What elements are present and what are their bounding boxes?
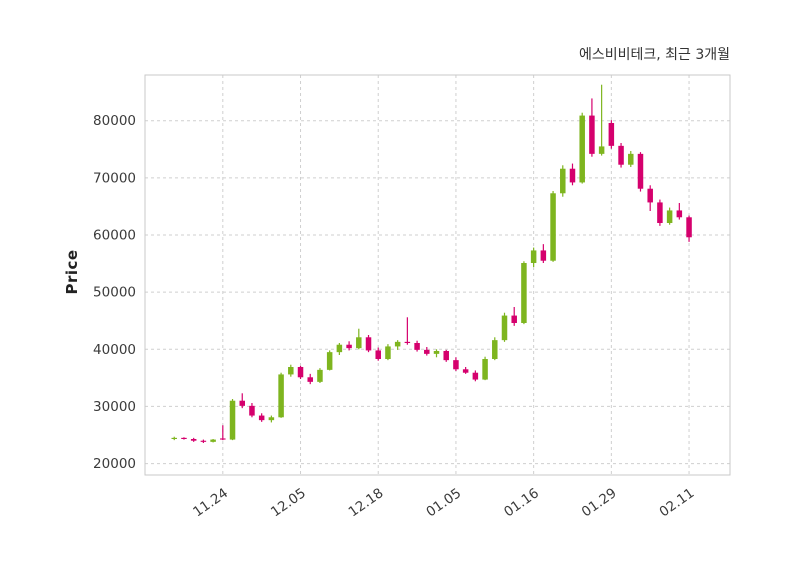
x-tick-label: 01.16: [501, 485, 542, 520]
candle-body-down: [404, 341, 411, 343]
y-tick-label: 40000: [93, 342, 136, 358]
candle-body-down: [200, 440, 207, 442]
candle-body-up: [385, 346, 391, 359]
x-tick-label: 11.24: [190, 485, 231, 520]
candle-body-down: [424, 349, 430, 354]
candle-body-down: [375, 350, 381, 359]
candle-body-down: [258, 415, 265, 421]
candle-body-up: [530, 250, 537, 263]
candle-body-up: [666, 210, 673, 223]
candle-body-up: [521, 263, 527, 323]
x-tick-label: 12.18: [346, 485, 387, 520]
candle-body-down: [637, 153, 644, 189]
candle-body-down: [589, 115, 595, 154]
candle-body-down: [414, 343, 420, 350]
chart-title: 에스비비테크, 최근 3개월: [578, 47, 730, 63]
candle-body-up: [278, 374, 284, 418]
y-axis-title: Price: [63, 249, 81, 295]
candle-body-down: [657, 202, 663, 223]
candle-body-up: [210, 439, 216, 442]
candle-body-up: [492, 340, 498, 359]
candle-body-up: [433, 351, 440, 354]
x-tick-label: 12.05: [268, 485, 309, 520]
candle-body-down: [540, 250, 547, 261]
candle-body-up: [336, 344, 343, 353]
candle-body-up: [288, 367, 294, 375]
candle-body-down: [297, 367, 304, 378]
candle-body-up: [579, 115, 585, 183]
candle-body-down: [462, 369, 469, 373]
y-tick-label: 20000: [93, 456, 136, 472]
candle-body-down: [443, 351, 449, 361]
candle-body-up: [326, 352, 333, 370]
candle-body-up: [394, 341, 401, 347]
candle-body-down: [453, 360, 459, 370]
candle-body-down: [608, 123, 615, 146]
candle-body-up: [550, 193, 556, 261]
y-tick-label: 80000: [93, 113, 136, 129]
x-tick-label: 02.11: [657, 485, 698, 520]
x-tick-label: 01.29: [579, 485, 620, 520]
candle-body-down: [686, 217, 692, 238]
y-tick-label: 50000: [93, 285, 136, 301]
candle-body-up: [628, 153, 634, 165]
candle-body-down: [647, 188, 653, 203]
candle-body-up: [268, 417, 275, 421]
candle-body-down: [346, 344, 352, 349]
candle-body-down: [239, 400, 245, 406]
candle-body-up: [598, 146, 605, 154]
candle-body-down: [249, 405, 255, 416]
candle-body-up: [501, 315, 508, 341]
candle-body-down: [220, 438, 226, 440]
candle-body-down: [307, 377, 313, 382]
candle-body-down: [365, 337, 372, 351]
plot-background: [145, 75, 730, 475]
candle-body-up: [171, 437, 177, 439]
y-tick-label: 30000: [93, 399, 136, 415]
candle-body-down: [511, 315, 517, 323]
candle-body-down: [676, 210, 683, 218]
y-tick-label: 70000: [93, 170, 136, 186]
candle-body-up: [560, 168, 566, 194]
candle-body-down: [190, 439, 197, 441]
candle-body-up: [356, 337, 362, 349]
candle-body-down: [181, 437, 187, 439]
candle-body-up: [482, 359, 488, 380]
candle-body-up: [229, 400, 236, 440]
candle-body-down: [569, 168, 576, 183]
candle-body-down: [472, 372, 479, 380]
x-tick-label: 01.05: [423, 485, 464, 520]
y-tick-label: 60000: [93, 228, 136, 244]
plot-border: [144, 74, 731, 476]
candle-body-up: [317, 369, 323, 382]
candle-body-down: [618, 145, 624, 165]
